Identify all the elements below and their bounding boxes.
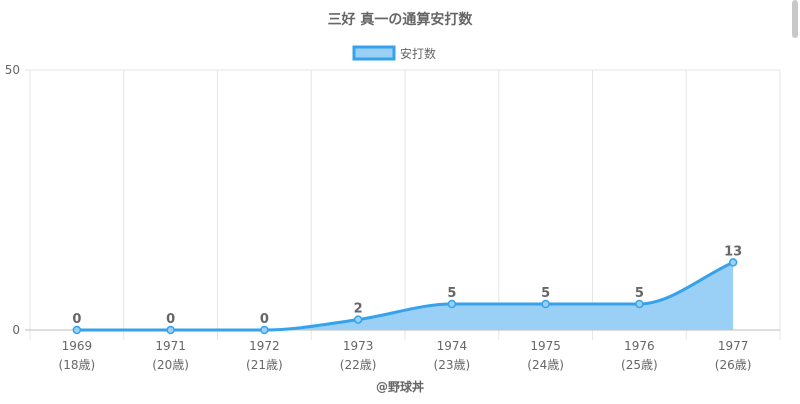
- x-tick-sublabel: (18歳): [59, 358, 96, 372]
- x-tick-label: 1977: [718, 339, 749, 353]
- x-tick-label: 1976: [624, 339, 655, 353]
- data-label: 5: [635, 286, 644, 301]
- data-point: [728, 258, 738, 267]
- data-point: [166, 325, 175, 335]
- data-label: 0: [260, 312, 269, 327]
- x-tick-sublabel: (24歳): [527, 358, 564, 372]
- data-points: [72, 258, 738, 335]
- y-tick-label: 0: [12, 323, 20, 337]
- y-tick-label: 50: [5, 63, 20, 77]
- x-tick-label: 1974: [437, 339, 468, 353]
- data-label: 0: [166, 312, 175, 327]
- x-tick-sublabel: (23歳): [434, 358, 471, 372]
- chart-title: 三好 真一の通算安打数: [328, 11, 474, 28]
- y-axis: 0 50: [5, 63, 20, 337]
- data-point: [353, 315, 363, 324]
- data-point: [260, 325, 269, 335]
- footer-credit: @野球丼: [376, 379, 424, 394]
- x-tick-label: 1969: [62, 339, 93, 353]
- data-label: 2: [354, 302, 363, 317]
- x-tick-sublabel: (26歳): [715, 358, 752, 372]
- data-labels: 0 0 0 2 5 5 5 13: [72, 244, 742, 327]
- x-axis: 1969 (18歳) 1971 (20歳) 1972 (21歳) 1973 (22歳) 1974…: [59, 339, 752, 372]
- x-tick-label: 1973: [343, 339, 374, 353]
- data-label: 5: [541, 286, 550, 301]
- x-tick-label: 1975: [530, 339, 561, 353]
- legend-swatch: [352, 45, 396, 61]
- legend-label: 安打数: [400, 46, 436, 61]
- data-label: 5: [447, 286, 456, 301]
- legend[interactable]: 安打数: [352, 45, 436, 61]
- x-tick-sublabel: (22歳): [340, 358, 377, 372]
- x-tick-label: 1972: [249, 339, 280, 353]
- x-tick-label: 1971: [155, 339, 186, 353]
- data-label: 13: [724, 244, 742, 259]
- scrollbar[interactable]: [792, 0, 798, 38]
- data-point: [72, 325, 82, 335]
- data-point: [447, 299, 457, 309]
- series-area-fill: [76, 262, 734, 330]
- data-point: [635, 299, 644, 309]
- x-tick-sublabel: (20歳): [152, 358, 189, 372]
- x-tick-sublabel: (21歳): [246, 358, 283, 372]
- x-tick-sublabel: (25歳): [621, 358, 658, 372]
- data-label: 0: [72, 312, 81, 327]
- data-point: [541, 299, 550, 309]
